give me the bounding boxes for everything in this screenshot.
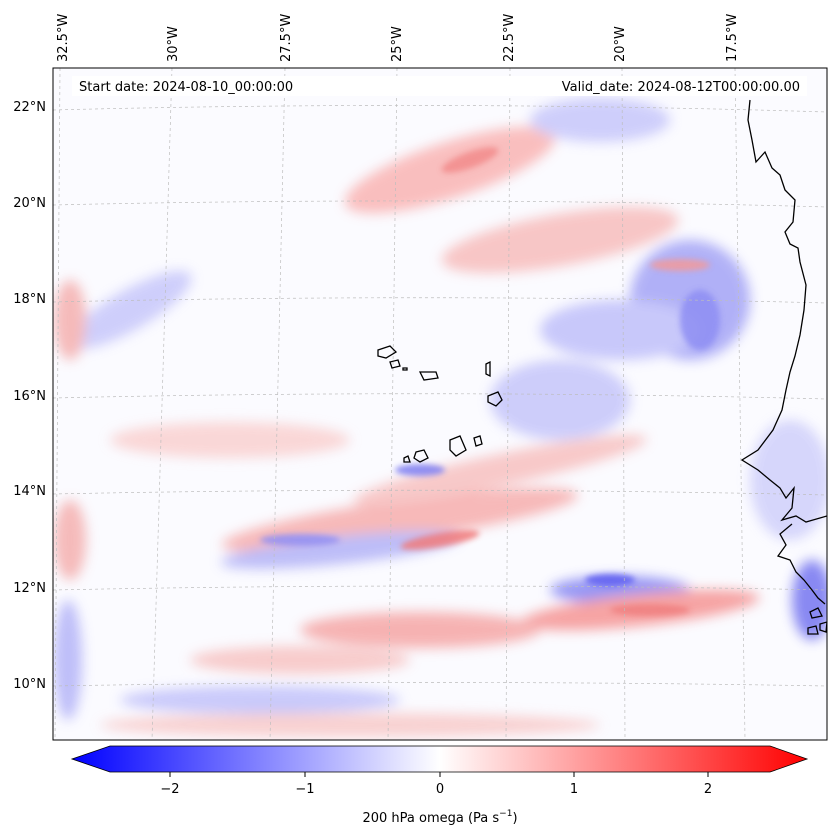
omega-blob xyxy=(260,534,340,546)
lon-label: 27.5°W xyxy=(279,14,294,62)
colorbar-body xyxy=(70,745,809,773)
colorbar-tick-label: 1 xyxy=(570,782,578,797)
omega-blob xyxy=(441,147,499,173)
omega-blob xyxy=(680,290,720,350)
omega-blob xyxy=(750,420,827,540)
omega-blob xyxy=(120,686,400,714)
cape-verde-island xyxy=(413,449,429,463)
omega-blob xyxy=(300,612,540,648)
cape-verde-island xyxy=(402,367,408,371)
parallel xyxy=(53,393,827,400)
colorbar-ticks xyxy=(169,772,709,777)
meridian xyxy=(734,68,746,740)
omega-blob xyxy=(54,600,82,720)
cape-verde-island xyxy=(389,359,401,369)
cape-verde-island xyxy=(418,371,439,381)
cape-verde-island xyxy=(377,345,398,359)
africa-coast xyxy=(776,523,826,605)
colorbar-title-end: ) xyxy=(512,811,517,826)
lon-label: 17.5°W xyxy=(725,14,740,62)
omega-blob xyxy=(400,530,480,550)
omega-blob xyxy=(490,360,630,440)
omega-blob xyxy=(610,604,690,616)
omega-blob xyxy=(650,259,710,271)
omega-blob xyxy=(540,300,700,360)
lat-label: 16°N xyxy=(13,389,46,404)
parallel xyxy=(53,200,827,208)
header-band xyxy=(72,76,807,96)
latitude-labels: 22°N 20°N 18°N 16°N 14°N 12°N 10°N xyxy=(13,100,46,692)
lon-label: 30°W xyxy=(166,26,181,62)
cape-verde-island xyxy=(487,391,503,407)
omega-blob xyxy=(395,464,445,476)
omega-blob xyxy=(110,422,350,458)
parallel xyxy=(53,682,827,687)
map-panel: Start date: 2024-08-10_00:00:00 Valid_da… xyxy=(53,68,827,740)
meridian xyxy=(387,68,398,740)
omega-blob xyxy=(441,206,679,274)
lon-label: 20°W xyxy=(613,26,628,62)
colorbar-tick-label: −1 xyxy=(295,782,314,797)
parallel xyxy=(53,105,827,113)
colorbar: −2 −1 0 1 2 200 hPa omega (Pa s−1) xyxy=(70,745,809,826)
bijagos-islands xyxy=(807,607,827,635)
lon-label: 32.5°W xyxy=(56,14,71,62)
parallel xyxy=(53,297,827,304)
omega-blob xyxy=(792,560,827,640)
colorbar-tick-label: −2 xyxy=(160,782,179,797)
cape-verde-island xyxy=(449,435,467,457)
map-frame xyxy=(52,67,828,741)
lon-label: 22.5°W xyxy=(502,14,517,62)
colorbar-title: 200 hPa omega (Pa s−1) xyxy=(362,809,517,826)
omega-blob xyxy=(100,713,600,737)
colorbar-title-main: 200 hPa omega (Pa s xyxy=(362,811,499,826)
lat-label: 18°N xyxy=(13,292,46,307)
meridian xyxy=(621,68,626,740)
lat-label: 10°N xyxy=(13,677,46,692)
parallel xyxy=(53,489,827,496)
coastline xyxy=(377,99,827,635)
lat-label: 12°N xyxy=(13,581,46,596)
colorbar-title-sup: −1 xyxy=(499,809,512,819)
colorbar-tick-label: 2 xyxy=(704,782,712,797)
lon-label: 25°W xyxy=(390,26,405,62)
parallel xyxy=(53,585,827,591)
omega-blob xyxy=(585,574,635,586)
africa-coast xyxy=(740,99,827,523)
meridian xyxy=(269,68,286,740)
cape-verde-island xyxy=(473,435,483,447)
omega-blob xyxy=(54,500,86,580)
meridian xyxy=(54,68,61,740)
lat-label: 22°N xyxy=(13,100,46,115)
omega-detail xyxy=(260,147,720,616)
cape-verde-island xyxy=(403,455,411,463)
lat-label: 14°N xyxy=(13,484,46,499)
omega-field xyxy=(54,98,827,737)
graticule xyxy=(53,68,827,740)
omega-blob xyxy=(220,531,460,569)
longitude-labels: 32.5°W 30°W 27.5°W 25°W 22.5°W 20°W 17.5… xyxy=(56,14,740,62)
start-date-label: Start date: 2024-08-10_00:00:00 xyxy=(79,80,293,95)
meridian xyxy=(505,68,511,740)
cape-verde-island xyxy=(485,360,491,378)
meridian xyxy=(151,68,173,740)
omega-blob xyxy=(353,435,647,505)
omega-blob xyxy=(530,98,670,142)
omega-blob xyxy=(54,280,86,360)
valid-date-label: Valid_date: 2024-08-12T00:00:00.00 xyxy=(562,80,800,95)
lat-label: 20°N xyxy=(13,196,46,211)
colorbar-tick-label: 0 xyxy=(436,782,444,797)
omega-blob xyxy=(68,270,192,350)
omega-blob xyxy=(190,646,410,674)
